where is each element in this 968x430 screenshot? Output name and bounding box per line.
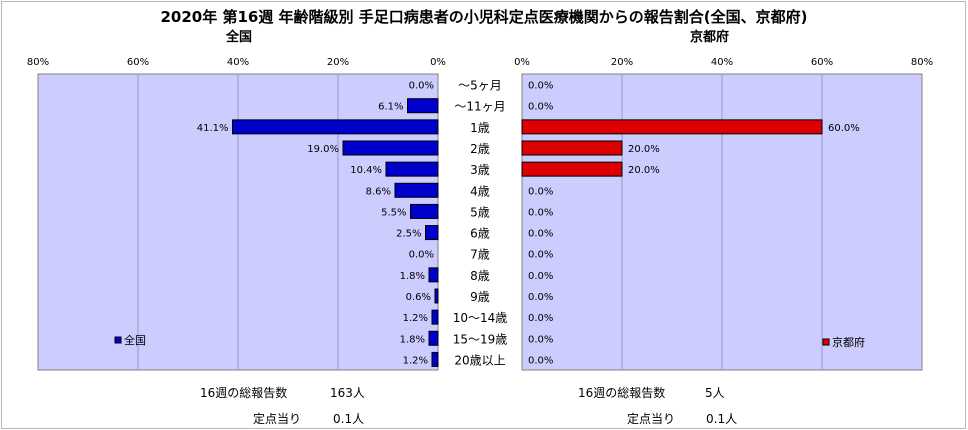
left-data-label: 1.2% bbox=[403, 355, 428, 366]
right-data-label: 60.0% bbox=[828, 123, 860, 134]
left-data-label: 2.5% bbox=[396, 229, 421, 240]
right-bar bbox=[521, 161, 623, 177]
left-data-label: 0.0% bbox=[409, 81, 434, 92]
category-label: ～5ヶ月 bbox=[458, 79, 502, 93]
left-total-label: 16週の総報告数 bbox=[200, 386, 288, 400]
left-bar bbox=[407, 98, 439, 114]
right-data-label: 20.0% bbox=[628, 165, 660, 176]
category-label: 10～14歳 bbox=[453, 311, 508, 325]
right-data-label: 0.0% bbox=[528, 207, 553, 218]
left-total-value: 163人 bbox=[330, 386, 365, 400]
chart-title: 2020年 第16週 年齢階級別 手足口病患者の小児科定点医療機関からの報告割合… bbox=[160, 8, 808, 26]
category-label: 1歳 bbox=[470, 121, 490, 135]
left-tick-label: 0% bbox=[430, 57, 446, 68]
right-total-value: 5人 bbox=[705, 386, 725, 400]
right-data-label: 0.0% bbox=[528, 102, 553, 113]
right-bar bbox=[521, 140, 623, 156]
category-label: 7歳 bbox=[470, 248, 490, 262]
left-per-value: 0.1人 bbox=[333, 412, 365, 426]
category-label: 3歳 bbox=[470, 163, 490, 177]
right-data-label: 0.0% bbox=[528, 229, 553, 240]
right-tick-label: 60% bbox=[811, 57, 833, 68]
left-bar bbox=[410, 203, 439, 219]
left-tick-label: 80% bbox=[27, 57, 49, 68]
left-data-label: 5.5% bbox=[381, 207, 406, 218]
category-label: 15～19歳 bbox=[453, 332, 508, 346]
right-bar bbox=[521, 119, 823, 135]
left-tick-label: 60% bbox=[127, 57, 149, 68]
left-bar bbox=[431, 351, 439, 367]
left-data-label: 1.8% bbox=[400, 334, 425, 345]
left-bar bbox=[425, 225, 439, 241]
left-data-label: 1.2% bbox=[403, 313, 428, 324]
left-data-label: 8.6% bbox=[366, 186, 391, 197]
left-data-label: 10.4% bbox=[350, 165, 382, 176]
right-data-label: 0.0% bbox=[528, 334, 553, 345]
legend-swatch-national bbox=[114, 336, 122, 344]
right-tick-label: 20% bbox=[611, 57, 633, 68]
right-panel-subtitle: 京都府 bbox=[690, 30, 730, 45]
right-tick-label: 0% bbox=[514, 57, 530, 68]
left-per-label: 定点当り bbox=[253, 412, 302, 426]
category-label: 4歳 bbox=[470, 184, 490, 198]
left-data-label: 0.0% bbox=[409, 250, 434, 261]
left-bar bbox=[232, 119, 439, 135]
category-label: 8歳 bbox=[470, 269, 490, 283]
legend-swatch-kyoto bbox=[822, 338, 830, 346]
category-label: 9歳 bbox=[470, 290, 490, 304]
right-data-label: 0.0% bbox=[528, 250, 553, 261]
left-panel-subtitle: 全国 bbox=[226, 30, 253, 45]
right-per-label: 定点当り bbox=[627, 412, 676, 426]
left-bar bbox=[342, 140, 439, 156]
category-label: 20歳以上 bbox=[454, 353, 505, 367]
right-data-label: 0.0% bbox=[528, 313, 553, 324]
right-data-label: 0.0% bbox=[528, 292, 553, 303]
left-tick-label: 20% bbox=[327, 57, 349, 68]
category-label: 2歳 bbox=[470, 142, 490, 156]
left-bar bbox=[385, 161, 439, 177]
category-label: 6歳 bbox=[470, 227, 490, 241]
right-data-label: 0.0% bbox=[528, 81, 553, 92]
right-data-label: 0.0% bbox=[528, 355, 553, 366]
right-data-label: 20.0% bbox=[628, 144, 660, 155]
legend-label-kyoto: 京都府 bbox=[832, 335, 865, 349]
left-data-label: 6.1% bbox=[378, 102, 403, 113]
left-bar bbox=[434, 288, 439, 304]
category-label: ～11ヶ月 bbox=[454, 100, 505, 114]
left-bar bbox=[428, 267, 439, 283]
legend-label-national: 全国 bbox=[124, 333, 146, 347]
left-tick-label: 40% bbox=[227, 57, 249, 68]
left-bar bbox=[431, 309, 439, 325]
category-label: 5歳 bbox=[470, 205, 490, 219]
left-bar bbox=[428, 330, 439, 346]
left-data-label: 19.0% bbox=[307, 144, 339, 155]
right-per-value: 0.1人 bbox=[706, 412, 738, 426]
left-bar bbox=[394, 182, 439, 198]
left-data-label: 41.1% bbox=[197, 123, 229, 134]
left-data-label: 0.6% bbox=[406, 292, 431, 303]
left-data-label: 1.8% bbox=[400, 271, 425, 282]
right-tick-label: 80% bbox=[911, 57, 933, 68]
right-tick-label: 40% bbox=[711, 57, 733, 68]
right-total-label: 16週の総報告数 bbox=[578, 386, 666, 400]
right-data-label: 0.0% bbox=[528, 271, 553, 282]
right-data-label: 0.0% bbox=[528, 186, 553, 197]
